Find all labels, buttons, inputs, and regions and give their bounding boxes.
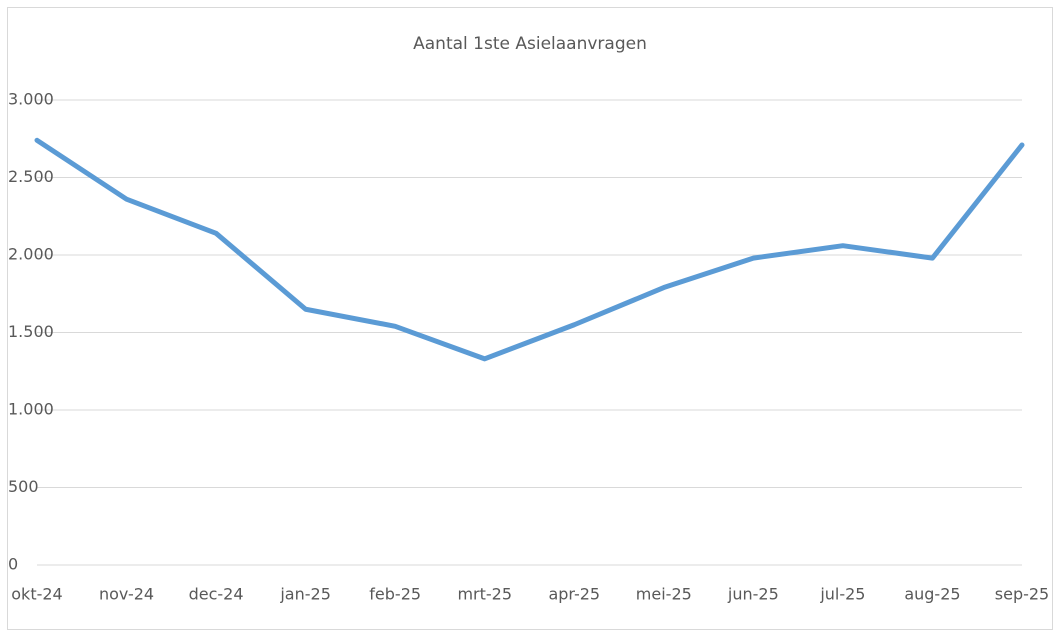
x-tick-label: nov-24 [99,585,154,604]
x-tick-label: aug-25 [904,585,960,604]
x-tick-label: jun-25 [727,585,779,604]
x-tick-label: apr-25 [548,585,600,604]
x-tick-label: mei-25 [636,585,692,604]
y-tick-label: 2.000 [8,245,54,264]
y-tick-label: 1.500 [8,322,54,341]
x-tick-label: sep-25 [995,585,1049,604]
y-tick-label: 3.000 [8,90,54,109]
y-tick-label: 2.500 [8,167,54,186]
x-tick-label: jul-25 [819,585,865,604]
y-tick-label: 0 [8,555,18,574]
y-tick-label: 1.000 [8,400,54,419]
chart-border [7,7,1053,630]
data-line [34,137,1025,362]
x-tick-label: jan-25 [279,585,331,604]
y-tick-label: 500 [8,477,39,496]
x-tick-label: dec-24 [189,585,244,604]
chart-title: Aantal 1ste Asielaanvragen [413,34,647,54]
x-tick-label: mrt-25 [457,585,512,604]
x-tick-label: okt-24 [11,585,62,604]
x-tick-label: feb-25 [369,585,421,604]
